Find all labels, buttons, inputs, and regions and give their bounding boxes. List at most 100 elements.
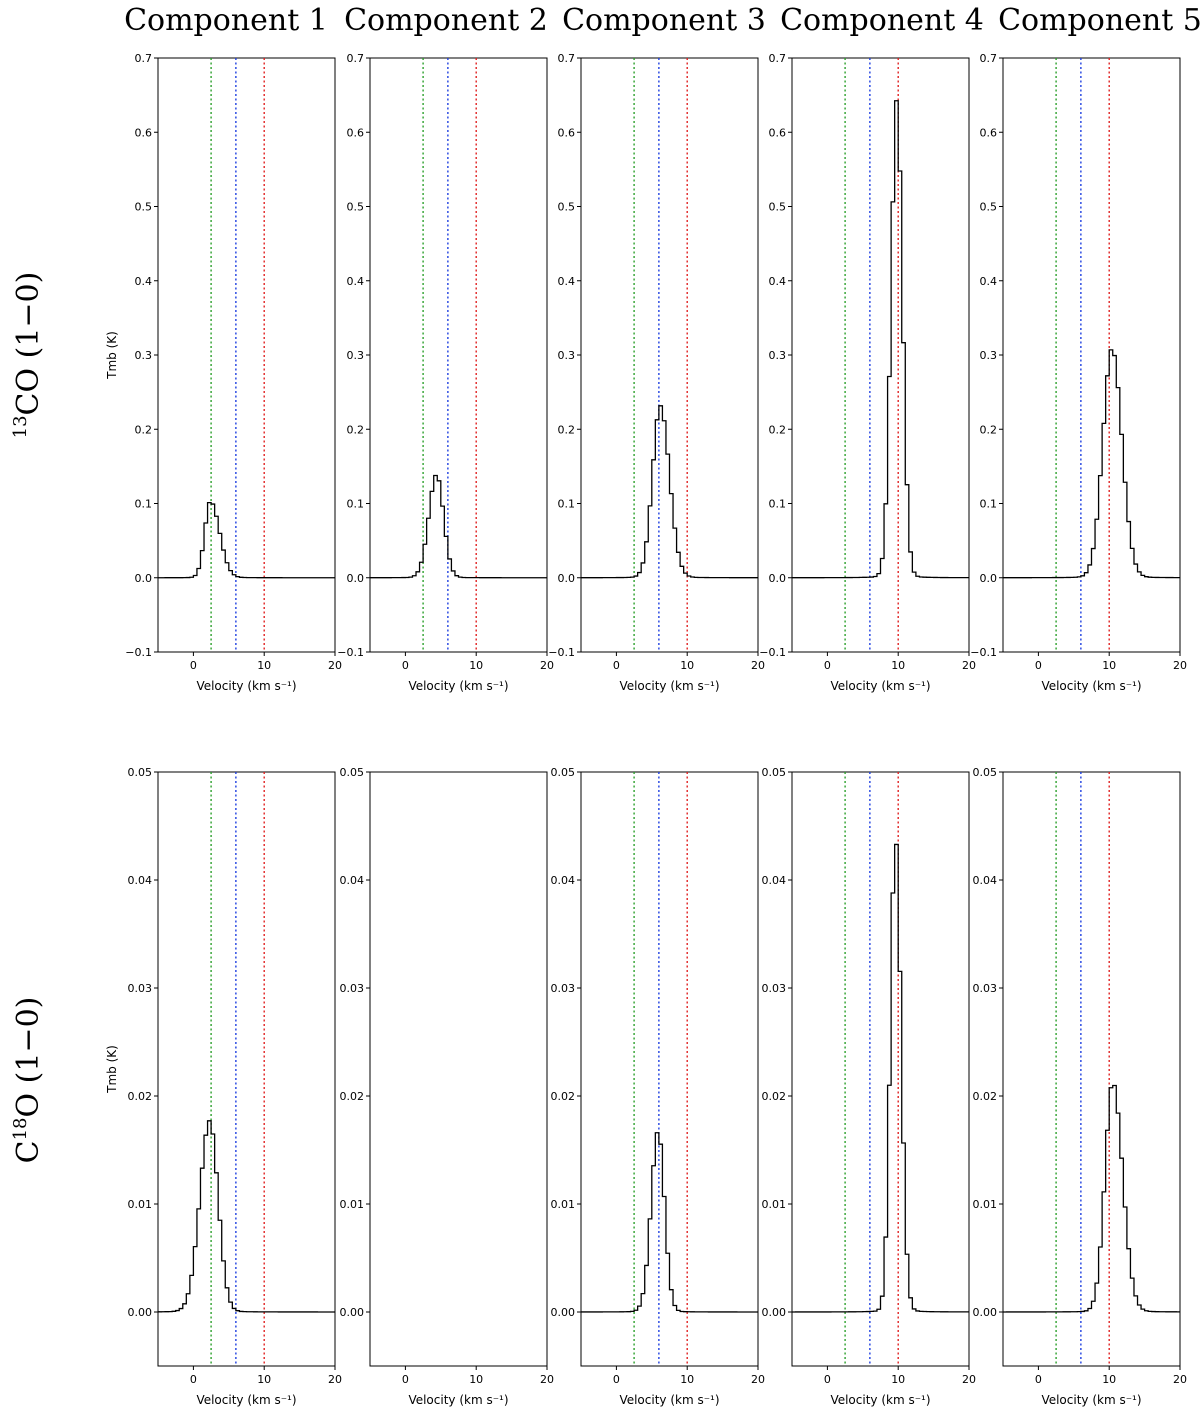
panel-r2-c1-ytick-label-4: 0.04 xyxy=(128,874,153,887)
column-title-1: Component 1 xyxy=(124,3,328,38)
panel-r1-c4-ytick-label-4: 0.3 xyxy=(769,349,787,362)
panel-r2-c3-ytick-label-0: 0.00 xyxy=(551,1306,576,1319)
panel-r2-c3-xtick-label-2: 20 xyxy=(751,1373,765,1386)
panel-r1-c2-ytick-label-8: 0.7 xyxy=(347,52,365,65)
panel-r2-c5-ytick-label-0: 0.00 xyxy=(973,1306,998,1319)
panel-r1-c4-ytick-label-7: 0.6 xyxy=(769,126,787,139)
panel-r1-c1-ytick-label-6: 0.5 xyxy=(135,201,153,214)
panel-r2-c1-xtick-label-0: 0 xyxy=(190,1373,197,1386)
panel-r1-c5-spectrum-line xyxy=(1003,349,1180,579)
row-label-c18o-pre: C xyxy=(11,1140,46,1163)
panel-r2-c5: 0.00 0.01 0.02 0.03 0.04 0.05 0 10 20 Velocity (k… xyxy=(973,766,1188,1407)
panel-r2-c1-spectrum-line xyxy=(158,1120,335,1313)
panel-r2-c1-xlabel: Velocity (km s⁻¹) xyxy=(196,1393,296,1407)
panel-r2-c1-frame xyxy=(157,771,336,1367)
panel-r1-c1-ylabel: Tmb (K) xyxy=(105,331,119,380)
panel-r1-c3-frame xyxy=(580,57,759,653)
row-label-c18o-sup: 18 xyxy=(10,1117,31,1140)
panel-r2-c1-ytick-label-5: 0.05 xyxy=(128,766,153,779)
panel-r1-c2-xtick-label-2: 20 xyxy=(540,659,554,672)
panel-r2-c2-ytick-label-5: 0.05 xyxy=(340,766,365,779)
panel-r2-c1-xtick-label-2: 20 xyxy=(328,1373,342,1386)
panel-r1-c3: −0.1 0.0 0.1 0.2 0.3 0.4 0.5 0.6 0.7 0 10 20 Velocit… xyxy=(548,52,765,693)
panel-r2-c3-xtick-label-1: 10 xyxy=(680,1373,694,1386)
panel-r1-c4-spectrum-line xyxy=(792,100,969,579)
panel-r2-c1-ytick-label-2: 0.02 xyxy=(128,1090,153,1103)
panel-r2-c2-ytick-label-0: 0.00 xyxy=(340,1306,365,1319)
panel-r2-c5-frame xyxy=(1002,771,1181,1367)
panel-r1-c4-ytick-label-3: 0.2 xyxy=(769,423,787,436)
panel-r2-c4-xlabel: Velocity (km s⁻¹) xyxy=(830,1393,930,1407)
panel-r2-c4-ytick-label-2: 0.02 xyxy=(762,1090,787,1103)
panel-r1-c5-ytick-label-6: 0.5 xyxy=(980,201,998,214)
panel-r2-c5-ytick-label-1: 0.01 xyxy=(973,1198,998,1211)
panel-r2-c2-ytick-label-3: 0.03 xyxy=(340,982,365,995)
panel-r2-c4-xtick-label-0: 0 xyxy=(824,1373,831,1386)
panel-r1-c2-ytick-label-0: −0.1 xyxy=(337,646,364,659)
panel-r2-c4-ytick-label-3: 0.03 xyxy=(762,982,787,995)
panel-r1-c3-ytick-label-4: 0.3 xyxy=(558,349,576,362)
panel-r1-c3-xlabel: Velocity (km s⁻¹) xyxy=(619,679,719,693)
panel-r2-c4-spectrum-line xyxy=(792,843,969,1313)
panel-r1-c2-ytick-label-2: 0.1 xyxy=(347,498,365,511)
panel-r1-c1-spectrum-line xyxy=(158,501,335,579)
row-label-13co-sup: 13 xyxy=(10,415,31,438)
panel-r1-c1-xtick-label-1: 10 xyxy=(257,659,271,672)
panel-r1-c4-ytick-label-6: 0.5 xyxy=(769,201,787,214)
panel-r2-c5-ytick-label-4: 0.04 xyxy=(973,874,998,887)
panel-r1-c3-ytick-label-5: 0.4 xyxy=(558,275,576,288)
panel-r2-c1-xtick-label-1: 10 xyxy=(257,1373,271,1386)
panel-r2-c2-xtick-label-1: 10 xyxy=(469,1373,483,1386)
panel-r1-c3-ytick-label-6: 0.5 xyxy=(558,201,576,214)
panel-r2-c2-xtick-label-2: 20 xyxy=(540,1373,554,1386)
panel-r2-c5-xtick-label-2: 20 xyxy=(1173,1373,1187,1386)
panel-r1-c3-ytick-label-1: 0.0 xyxy=(558,572,576,585)
panel-r2-c4-xtick-label-2: 20 xyxy=(962,1373,976,1386)
panel-r1-c5: −0.1 0.0 0.1 0.2 0.3 0.4 0.5 0.6 0.7 0 10 20 Velocit… xyxy=(970,52,1187,693)
panel-r2-c3-ytick-label-3: 0.03 xyxy=(551,982,576,995)
panel-r1-c1-ytick-label-3: 0.2 xyxy=(135,423,153,436)
panel-r1-c1-xlabel: Velocity (km s⁻¹) xyxy=(196,679,296,693)
panel-r2-c5-ytick-label-5: 0.05 xyxy=(973,766,998,779)
panel-r1-c4-xtick-label-1: 10 xyxy=(891,659,905,672)
panel-r1-c1-ytick-label-4: 0.3 xyxy=(135,349,153,362)
panel-r1-c5-ytick-label-4: 0.3 xyxy=(980,349,998,362)
panel-r2-c5-spectrum-line xyxy=(1003,1084,1180,1313)
panel-r1-c5-xtick-label-2: 20 xyxy=(1173,659,1187,672)
panel-r1-c2: −0.1 0.0 0.1 0.2 0.3 0.4 0.5 0.6 0.7 0 10 20 Velocit… xyxy=(337,52,554,693)
panel-r2-c2-ytick-label-1: 0.01 xyxy=(340,1198,365,1211)
panel-r1-c2-ytick-label-5: 0.4 xyxy=(347,275,365,288)
panel-r1-c5-ytick-label-5: 0.4 xyxy=(980,275,998,288)
panel-r2-c3-xtick-label-0: 0 xyxy=(613,1373,620,1386)
panel-r1-c3-xtick-label-2: 20 xyxy=(751,659,765,672)
panel-r1-c5-xtick-label-1: 10 xyxy=(1102,659,1116,672)
panel-r1-c5-ytick-label-1: 0.0 xyxy=(980,572,998,585)
panel-r2-c2-ytick-label-2: 0.02 xyxy=(340,1090,365,1103)
panel-r1-c1-xtick-label-0: 0 xyxy=(190,659,197,672)
panel-r2-c3: 0.00 0.01 0.02 0.03 0.04 0.05 0 10 20 Velocity (k… xyxy=(551,766,766,1407)
row-label-13co-post: CO (1−0) xyxy=(11,272,46,416)
panel-r1-c2-ytick-label-1: 0.0 xyxy=(347,572,365,585)
panel-r1-c3-ytick-label-0: −0.1 xyxy=(548,646,575,659)
panel-r1-c5-ytick-label-8: 0.7 xyxy=(980,52,998,65)
row-label-c18o-post: O (1−0) xyxy=(11,997,46,1118)
panel-r1-c3-xtick-label-1: 10 xyxy=(680,659,694,672)
panel-r1-c3-ytick-label-3: 0.2 xyxy=(558,423,576,436)
panel-r1-c5-ytick-label-0: −0.1 xyxy=(970,646,997,659)
panel-r1-c1-ytick-label-5: 0.4 xyxy=(135,275,153,288)
panel-r1-c3-ytick-label-2: 0.1 xyxy=(558,498,576,511)
panel-r1-c5-ytick-label-3: 0.2 xyxy=(980,423,998,436)
panel-r1-c2-ytick-label-7: 0.6 xyxy=(347,126,365,139)
panel-r2-c2-xtick-label-0: 0 xyxy=(402,1373,409,1386)
panel-r1-c3-ytick-label-8: 0.7 xyxy=(558,52,576,65)
panel-r2-c3-ytick-label-2: 0.02 xyxy=(551,1090,576,1103)
panel-r2-c5-ytick-label-2: 0.02 xyxy=(973,1090,998,1103)
panel-r1-c4-xtick-label-0: 0 xyxy=(824,659,831,672)
panel-r2-c1-ytick-label-3: 0.03 xyxy=(128,982,153,995)
panel-r1-c4-frame xyxy=(791,57,970,653)
panel-r2-c3-spectrum-line xyxy=(581,1132,758,1313)
panel-r1-c1-ytick-label-7: 0.6 xyxy=(135,126,153,139)
panel-r1-c2-ytick-label-6: 0.5 xyxy=(347,201,365,214)
panel-r1-c1-ytick-label-0: −0.1 xyxy=(125,646,152,659)
panel-r1-c4: −0.1 0.0 0.1 0.2 0.3 0.4 0.5 0.6 0.7 0 10 20 Velocit… xyxy=(759,52,976,693)
